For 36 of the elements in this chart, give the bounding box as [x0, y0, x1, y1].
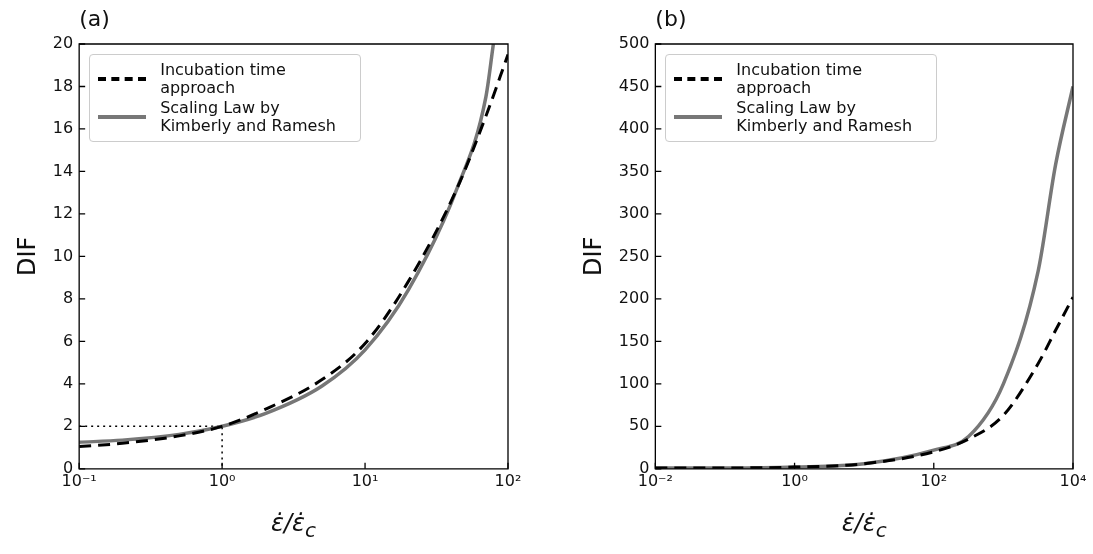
y-axis-title: DIF: [12, 236, 41, 277]
y-tick-label: 450: [618, 75, 650, 95]
y-tick-label: 2: [62, 415, 74, 435]
x-axis-title: ε̇/ε̇$_{c}$: [271, 508, 317, 542]
y-tick-label: 250: [618, 245, 650, 265]
x-tick-label: 10¹: [351, 470, 379, 490]
x-axis-title: ε̇/ε̇$_{c}$: [841, 508, 887, 542]
chart-title: (b): [655, 6, 687, 31]
y-tick-label: 12: [52, 203, 74, 223]
y-tick-label: 500: [618, 33, 650, 53]
y-tick-label: 100: [618, 373, 650, 392]
y-tick-label: 10: [52, 245, 74, 265]
x-tick-label: 10⁴: [1059, 470, 1087, 490]
chart-title: (a): [79, 6, 110, 31]
y-tick-label: 400: [618, 118, 650, 138]
y-tick-label: 14: [52, 160, 74, 180]
y-tick-label: 300: [618, 203, 650, 223]
y-axis-title: DIF: [578, 236, 607, 277]
y-tick-label: 6: [62, 330, 74, 350]
y-tick-label: 350: [618, 160, 650, 180]
y-tick-label: 4: [62, 373, 74, 392]
y-tick-label: 200: [618, 288, 650, 308]
y-tick-label: 16: [52, 118, 74, 138]
x-tick-label: 10⁰: [208, 470, 236, 490]
legend-label: Scaling Law by Kimberly and Ramesh: [736, 98, 914, 135]
y-tick-label: 50: [628, 415, 650, 435]
x-tick-label: 10⁰: [781, 470, 808, 490]
legend-label: Incubation time approach: [736, 60, 863, 97]
x-tick-label: 10²: [494, 470, 522, 490]
y-tick-label: 150: [618, 330, 650, 350]
y-tick-label: 20: [52, 33, 74, 53]
y-tick-label: 8: [62, 288, 74, 308]
legend-label: Incubation time approach: [160, 60, 287, 97]
y-tick-label: 18: [52, 75, 74, 95]
x-tick-label: 10²: [920, 470, 948, 490]
legend-label: Scaling Law by Kimberly and Ramesh: [160, 98, 337, 135]
